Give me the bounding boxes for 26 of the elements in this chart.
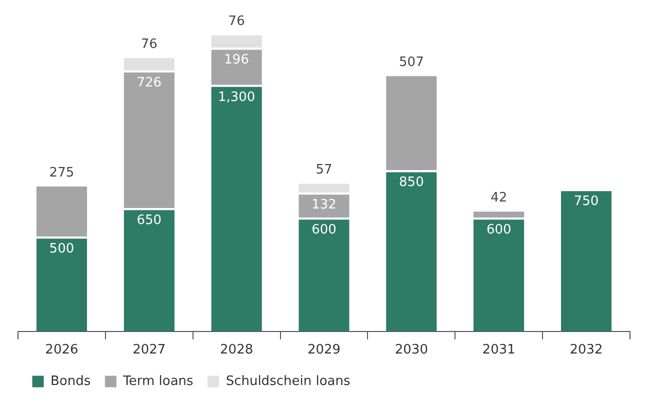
data-label: 650 (136, 213, 162, 228)
x-tick-label: 2027 (132, 342, 166, 358)
data-label: 275 (49, 165, 74, 180)
data-label: 600 (486, 222, 512, 238)
data-label: 507 (399, 54, 424, 70)
legend-label: Schuldschein loans (226, 374, 350, 389)
legend-label: Term loans (122, 374, 194, 389)
legend-label: Bonds (50, 374, 91, 389)
x-tick-label: 2026 (45, 342, 78, 358)
data-label: 76 (140, 36, 158, 52)
data-label: 850 (399, 175, 424, 190)
x-tick-label: 2032 (570, 342, 603, 358)
data-label: 726 (136, 75, 162, 90)
x-tick-label: 2031 (482, 342, 516, 358)
data-label: 76 (228, 14, 245, 30)
data-label: 1,300 (218, 90, 256, 105)
data-label: 750 (574, 194, 599, 210)
data-label: 42 (490, 190, 508, 206)
data-label: 600 (312, 222, 336, 238)
data-label: 500 (49, 241, 74, 256)
x-tick-label: 2030 (394, 342, 428, 358)
data-label: 132 (312, 197, 336, 212)
x-tick-label: 2029 (307, 342, 341, 358)
data-label: 196 (224, 52, 249, 68)
x-tick-label: 2028 (220, 342, 254, 358)
data-label: 57 (316, 162, 332, 178)
